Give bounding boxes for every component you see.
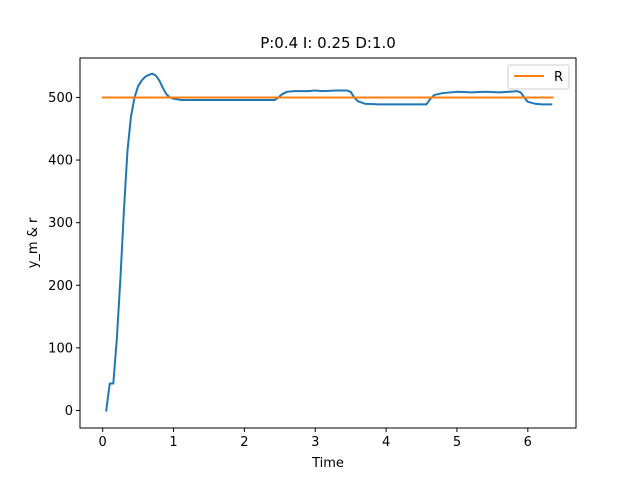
y-tick-label: 0 — [65, 404, 73, 419]
x-tick-label: 3 — [311, 435, 319, 450]
legend-label-r: R — [554, 70, 563, 85]
x-tick-label: 1 — [169, 435, 177, 450]
x-tick-label: 6 — [524, 435, 532, 450]
y-tick-label: 100 — [48, 341, 73, 356]
y-axis-label: y_m & r — [26, 217, 41, 268]
y-tick-label: 400 — [48, 154, 73, 169]
x-axis-label: Time — [311, 456, 344, 471]
x-axis: 0 1 2 3 4 5 6 — [99, 428, 532, 450]
series-line-y-m — [105, 72, 553, 412]
y-axis: 0 100 200 300 400 500 — [48, 91, 80, 419]
y-tick-label: 200 — [48, 279, 73, 294]
y-tick-label: 300 — [48, 216, 73, 231]
x-tick-label: 2 — [240, 435, 248, 450]
x-tick-label: 0 — [99, 435, 107, 450]
chart-title: P:0.4 I: 0.25 D:1.0 — [260, 34, 396, 52]
series-layer — [101, 72, 554, 412]
y-tick-label: 500 — [48, 91, 73, 106]
legend: R — [507, 64, 570, 90]
x-tick-label: 4 — [382, 435, 390, 450]
axes-frame — [79, 57, 577, 429]
x-tick-label: 5 — [453, 435, 461, 450]
